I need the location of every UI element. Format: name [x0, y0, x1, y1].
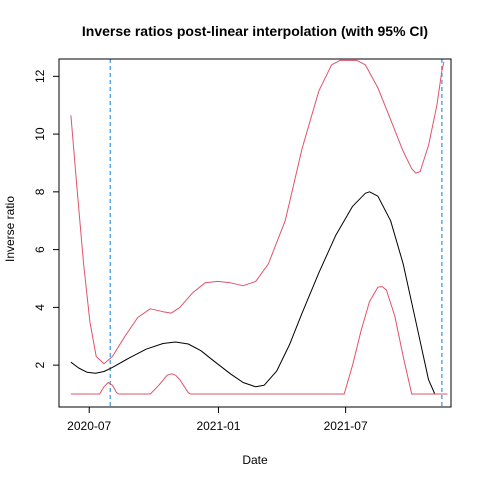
chart-title: Inverse ratios post-linear interpolation…	[82, 23, 428, 39]
series-lower-ci-line	[70, 286, 448, 395]
series-lines	[70, 59, 448, 395]
y-tick-label: 10	[33, 127, 47, 141]
x-tick-label: 2021-01	[196, 419, 240, 433]
y-axis: 2 4 6 8 10 12	[33, 69, 60, 368]
x-axis-label: Date	[242, 453, 268, 467]
y-tick-label: 6	[33, 246, 47, 253]
y-tick-label: 4	[33, 304, 47, 311]
x-tick-label: 2020-07	[67, 419, 111, 433]
x-tick-label: 2021-07	[324, 419, 368, 433]
series-upper-ci-line	[70, 59, 445, 365]
y-axis-label: Inverse ratio	[3, 196, 17, 262]
y-tick-label: 2	[33, 361, 47, 368]
series-estimate-line	[70, 191, 448, 395]
x-axis: 2020-07 2021-01 2021-07	[67, 406, 368, 433]
y-tick-label: 8	[33, 188, 47, 195]
y-tick-label: 12	[33, 69, 47, 83]
reference-lines	[109, 59, 443, 407]
